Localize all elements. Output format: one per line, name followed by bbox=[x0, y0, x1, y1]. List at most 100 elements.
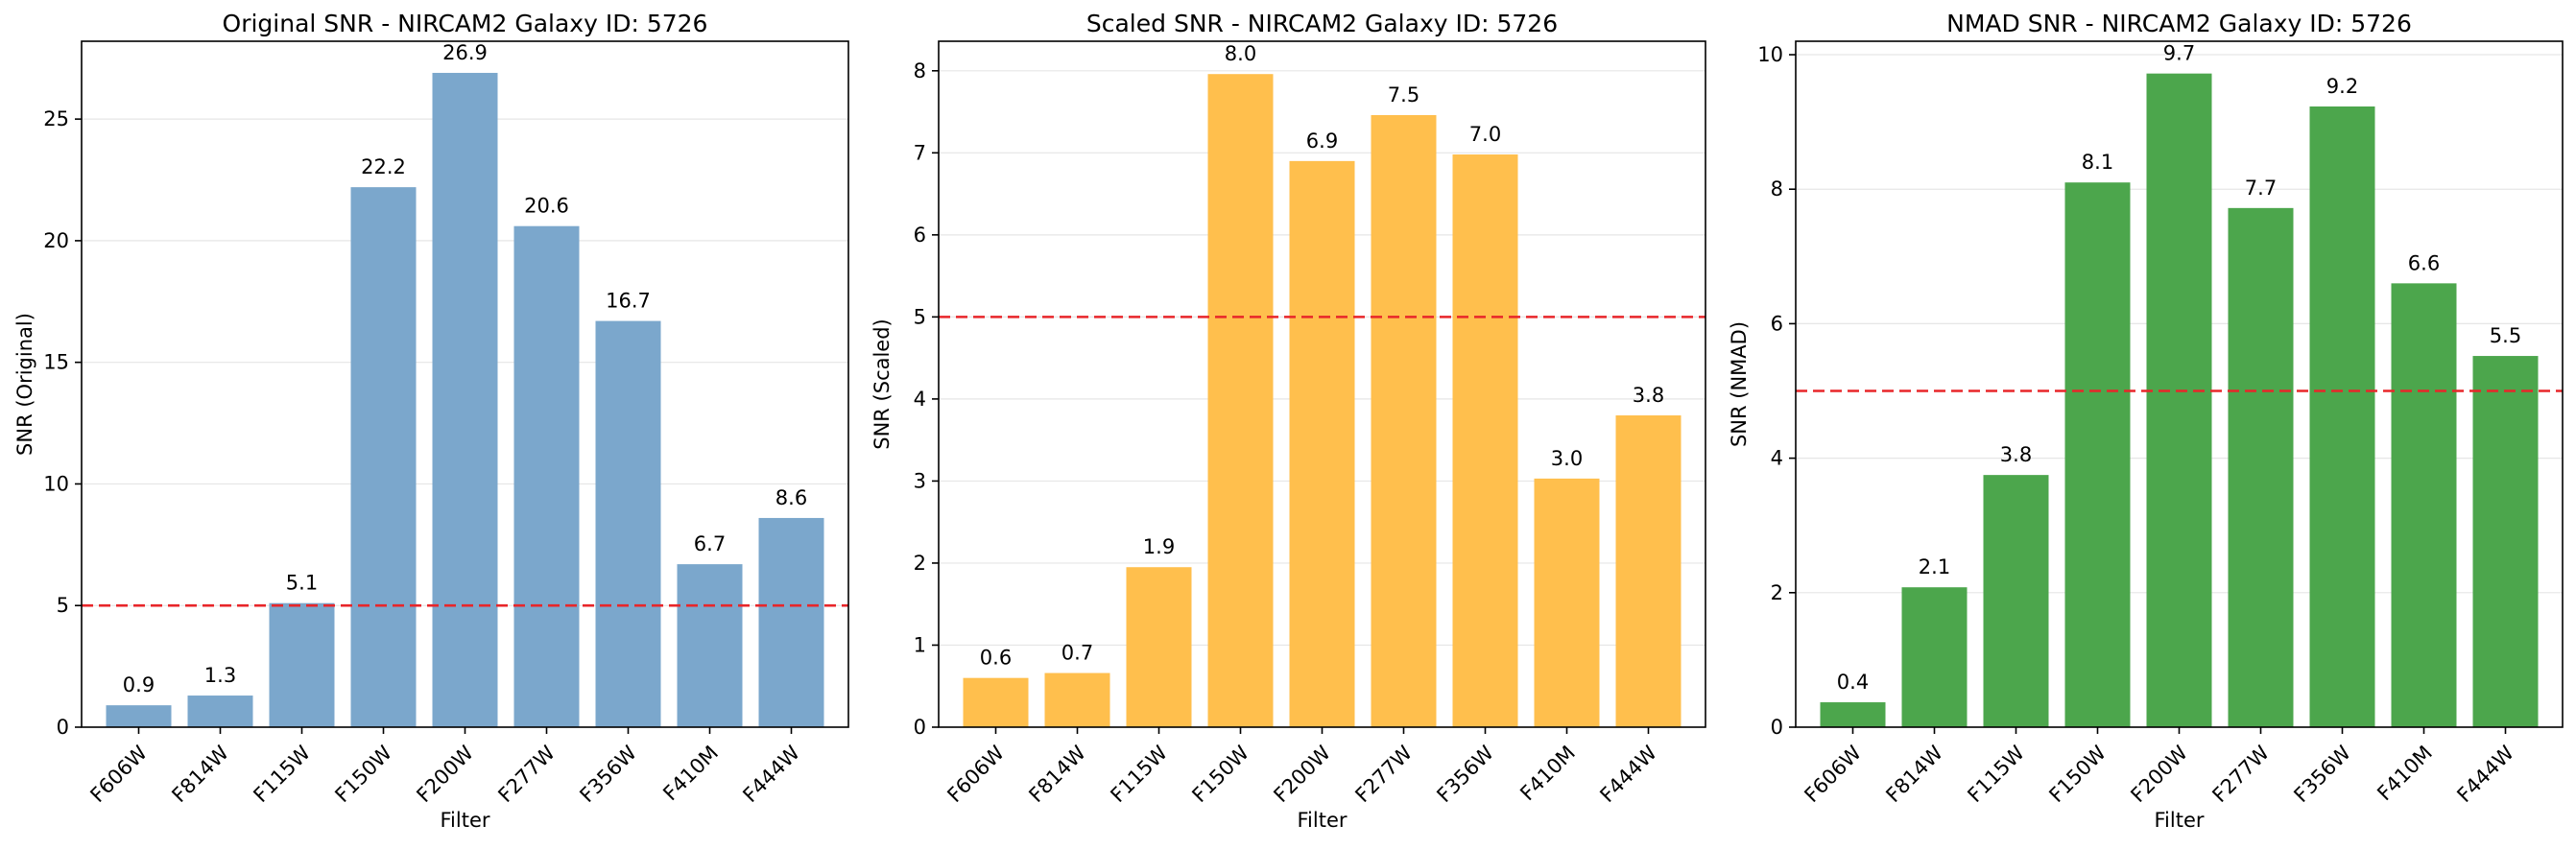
x-tick-label: F410M bbox=[1515, 742, 1580, 806]
y-tick-label: 8 bbox=[914, 59, 926, 83]
bar-f150w bbox=[2064, 182, 2131, 728]
bar-f200w bbox=[1289, 160, 1355, 728]
y-tick-label: 5 bbox=[914, 305, 926, 328]
bar-f277w bbox=[1371, 114, 1437, 727]
chart-title: Original SNR - NIRCAM2 Galaxy ID: 5726 bbox=[223, 10, 708, 37]
bar-value-label: 22.2 bbox=[361, 155, 406, 178]
x-tick-label: F115W bbox=[1106, 741, 1172, 807]
bar-f356w bbox=[2309, 106, 2375, 727]
y-tick-label: 10 bbox=[1757, 43, 1783, 66]
x-tick-label: F277W bbox=[2207, 741, 2274, 807]
bar-f277w bbox=[2228, 207, 2294, 727]
y-tick-label: 5 bbox=[57, 594, 69, 617]
x-tick-label: F356W bbox=[1432, 741, 1498, 807]
x-tick-label: F356W bbox=[575, 741, 641, 807]
y-axis-label: SNR (Scaled) bbox=[871, 318, 894, 450]
bar-value-label: 6.9 bbox=[1306, 130, 1338, 153]
bar-f200w bbox=[2146, 73, 2212, 728]
x-tick-label: F150W bbox=[330, 741, 396, 807]
bar-value-label: 8.0 bbox=[1225, 42, 1256, 65]
x-tick-label: F150W bbox=[1187, 741, 1253, 807]
y-tick-label: 20 bbox=[43, 229, 69, 252]
y-tick-label: 6 bbox=[1771, 312, 1783, 335]
bar-value-label: 0.7 bbox=[1061, 642, 1093, 665]
chart-panel-2: 0.6 0.7 1.9 8.0 6.9 7.5 7.0 3.0 3.8 0 1 2 3 4 5 6 7 8 F606… bbox=[871, 10, 1706, 832]
y-tick-label: 0 bbox=[914, 716, 926, 739]
y-tick-label: 10 bbox=[43, 472, 69, 495]
bar-value-label: 20.6 bbox=[524, 195, 569, 218]
bar-f444w bbox=[1615, 415, 1682, 727]
bar-value-label: 9.7 bbox=[2163, 42, 2195, 65]
bar-f150w bbox=[350, 187, 417, 727]
bar-value-label: 6.6 bbox=[2408, 251, 2440, 274]
x-tick-label: F606W bbox=[1800, 741, 1866, 807]
bar-f410m bbox=[677, 564, 743, 727]
x-axis-label: Filter bbox=[1297, 809, 1347, 832]
bar-f444w bbox=[758, 517, 824, 727]
bar-value-label: 8.1 bbox=[2082, 151, 2113, 174]
y-axis-label: SNR (Original) bbox=[13, 313, 36, 456]
chart-panel-1: 0.9 1.3 5.1 22.2 26.9 20.6 16.7 6.7 8.6 0 5 10 15 20 2… bbox=[13, 10, 849, 832]
bar-f814w bbox=[1044, 672, 1110, 727]
bar-value-label: 5.5 bbox=[2490, 324, 2521, 347]
bar-value-label: 9.2 bbox=[2326, 75, 2358, 98]
bar-f606w bbox=[106, 705, 172, 727]
bar-f115w bbox=[1126, 567, 1192, 727]
x-tick-label: F200W bbox=[412, 741, 478, 807]
bar-f410m bbox=[2391, 283, 2457, 727]
bar-f814w bbox=[187, 696, 253, 727]
bar-value-label: 2.1 bbox=[1919, 555, 1950, 578]
bar-f606w bbox=[1820, 702, 1886, 727]
x-tick-label: F606W bbox=[85, 741, 152, 807]
bar-f444w bbox=[2472, 356, 2539, 727]
y-tick-label: 4 bbox=[914, 388, 926, 411]
bar-f814w bbox=[1901, 587, 1968, 727]
y-tick-label: 2 bbox=[1771, 581, 1783, 604]
bar-f410m bbox=[1534, 478, 1600, 727]
x-tick-label: F606W bbox=[942, 741, 1009, 807]
y-tick-label: 8 bbox=[1771, 177, 1783, 200]
bar-value-label: 3.0 bbox=[1551, 447, 1583, 470]
y-tick-label: 7 bbox=[914, 141, 926, 164]
bar-value-label: 0.4 bbox=[1837, 671, 1869, 694]
bar-value-label: 7.5 bbox=[1388, 83, 1419, 106]
chart-panel-3: 0.4 2.1 3.8 8.1 9.7 7.7 9.2 6.6 5.5 0 2 4 6 8 10 F606W F… bbox=[1728, 10, 2564, 832]
x-tick-label: F444W bbox=[2452, 741, 2518, 807]
bar-value-label: 6.7 bbox=[694, 532, 726, 555]
x-tick-label: F115W bbox=[249, 741, 315, 807]
chart-title: Scaled SNR - NIRCAM2 Galaxy ID: 5726 bbox=[1086, 10, 1558, 37]
x-tick-label: F410M bbox=[2373, 742, 2437, 806]
bar-f115w bbox=[1983, 475, 2049, 727]
bar-value-label: 0.6 bbox=[980, 647, 1012, 670]
y-tick-label: 0 bbox=[1771, 716, 1783, 739]
x-tick-label: F410M bbox=[658, 742, 723, 806]
bar-f606w bbox=[963, 677, 1029, 727]
y-axis-label: SNR (NMAD) bbox=[1728, 321, 1751, 447]
chart-title: NMAD SNR - NIRCAM2 Galaxy ID: 5726 bbox=[1946, 10, 2412, 37]
x-tick-label: F814W bbox=[1024, 741, 1090, 807]
bar-value-label: 7.0 bbox=[1469, 123, 1501, 146]
y-tick-label: 0 bbox=[57, 716, 69, 739]
y-tick-label: 1 bbox=[914, 633, 926, 656]
bar-value-label: 7.7 bbox=[2245, 177, 2277, 200]
bar-f277w bbox=[513, 225, 580, 727]
bar-value-label: 3.8 bbox=[2000, 443, 2032, 466]
bar-value-label: 0.9 bbox=[123, 673, 155, 696]
x-tick-label: F115W bbox=[1963, 741, 2029, 807]
bar-value-label: 5.1 bbox=[286, 572, 318, 595]
bar-f150w bbox=[1207, 74, 1274, 728]
y-tick-label: 3 bbox=[914, 469, 926, 492]
bar-value-label: 1.3 bbox=[204, 664, 236, 687]
y-tick-label: 25 bbox=[43, 107, 69, 130]
bar-f115w bbox=[269, 602, 335, 727]
bar-value-label: 8.6 bbox=[775, 486, 807, 509]
x-tick-label: F200W bbox=[1269, 741, 1335, 807]
y-tick-label: 2 bbox=[914, 552, 926, 575]
x-axis-label: Filter bbox=[2154, 809, 2204, 832]
x-tick-label: F150W bbox=[2044, 741, 2111, 807]
x-axis-label: Filter bbox=[440, 809, 489, 832]
y-tick-label: 4 bbox=[1771, 447, 1783, 470]
x-tick-label: F444W bbox=[738, 741, 804, 807]
